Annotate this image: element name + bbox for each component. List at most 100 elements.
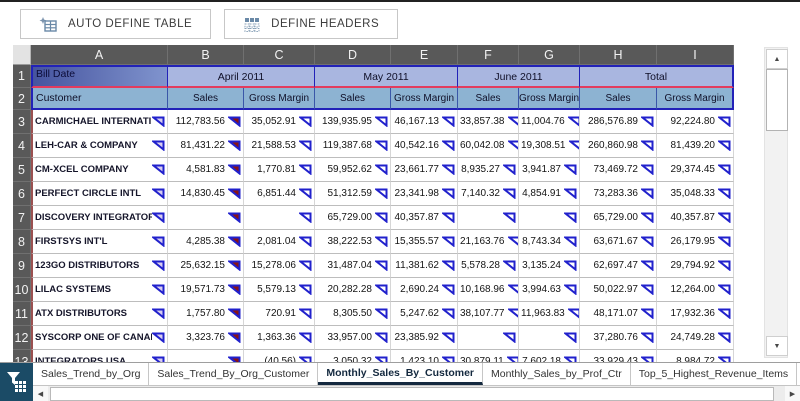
vertical-scrollbar[interactable]: ▲ ▼ [764, 47, 788, 358]
value-cell[interactable]: 31,487.04 [315, 254, 391, 278]
value-cell[interactable]: 33,857.38 [458, 110, 519, 134]
header-group-may-2011[interactable]: May 2011 [315, 65, 458, 88]
value-cell[interactable]: (40.56) [244, 350, 315, 362]
select-all-corner[interactable] [13, 45, 31, 65]
header-cell-gross-margin[interactable]: Gross Margin [519, 88, 580, 110]
value-cell[interactable]: 23,341.98 [391, 182, 458, 206]
value-cell[interactable]: 14,830.45 [168, 182, 244, 206]
value-cell[interactable] [168, 206, 244, 230]
header-cell-sales[interactable]: Sales [168, 88, 244, 110]
value-cell[interactable]: 29,374.45 [657, 158, 734, 182]
row-header-9[interactable]: 9 [13, 254, 31, 278]
filter-table-button[interactable] [0, 363, 33, 401]
scroll-left-button[interactable]: ◀ [33, 386, 48, 401]
value-cell[interactable]: 260,860.98 [580, 134, 657, 158]
value-cell[interactable]: 720.91 [244, 302, 315, 326]
value-cell[interactable]: 3,135.24 [519, 254, 580, 278]
value-cell[interactable]: 65,729.00 [580, 206, 657, 230]
value-cell[interactable]: 46,167.13 [391, 110, 458, 134]
customer-cell[interactable]: FIRSTSYS INT'L [31, 230, 168, 254]
row-header-5[interactable]: 5 [13, 158, 31, 182]
row-header-8[interactable]: 8 [13, 230, 31, 254]
value-cell[interactable]: 33,929.43 [580, 350, 657, 362]
value-cell[interactable]: 59,952.62 [315, 158, 391, 182]
value-cell[interactable]: 37,280.76 [580, 326, 657, 350]
define-headers-button[interactable]: DEFINE HEADERS [224, 8, 399, 39]
header-cell-sales[interactable]: Sales [580, 88, 657, 110]
value-cell[interactable]: 81,439.20 [657, 134, 734, 158]
value-cell[interactable]: 3,323.76 [168, 326, 244, 350]
customer-cell[interactable]: PERFECT CIRCLE INTL [31, 182, 168, 206]
row-header-7[interactable]: 7 [13, 206, 31, 230]
value-cell[interactable]: 73,469.72 [580, 158, 657, 182]
customer-cell[interactable]: INTEGRATORS USA [31, 350, 168, 362]
value-cell[interactable]: 5,247.62 [391, 302, 458, 326]
column-header-h[interactable]: H [580, 45, 657, 65]
value-cell[interactable]: 19,571.73 [168, 278, 244, 302]
header-cell-gross-margin[interactable]: Gross Margin [391, 88, 458, 110]
customer-cell[interactable]: LEH-CAR & COMPANY [31, 134, 168, 158]
value-cell[interactable]: 19,308.51 [519, 134, 580, 158]
column-header-c[interactable]: C [244, 45, 315, 65]
value-cell[interactable]: 15,278.06 [244, 254, 315, 278]
value-cell[interactable]: 23,661.77 [391, 158, 458, 182]
value-cell[interactable]: 21,163.76 [458, 230, 519, 254]
value-cell[interactable] [458, 206, 519, 230]
value-cell[interactable]: 1,423.10 [391, 350, 458, 362]
header-cell-gross-margin[interactable]: Gross Margin [244, 88, 315, 110]
row-header-4[interactable]: 4 [13, 134, 31, 158]
value-cell[interactable]: 40,357.87 [657, 206, 734, 230]
column-header-i[interactable]: I [657, 45, 734, 65]
value-cell[interactable]: 29,794.92 [657, 254, 734, 278]
header-cell-bill-date[interactable]: Bill Date [31, 65, 168, 88]
header-cell-gross-margin[interactable]: Gross Margin [657, 88, 734, 110]
value-cell[interactable]: 11,963.83 [519, 302, 580, 326]
value-cell[interactable]: 20,282.28 [315, 278, 391, 302]
customer-cell[interactable]: CARMICHAEL INTERNATI… [31, 110, 168, 134]
value-cell[interactable]: 3,994.63 [519, 278, 580, 302]
sheet-tab-monthly_sales_by_prof_ctr[interactable]: Monthly_Sales_by_Prof_Ctr [483, 363, 631, 385]
scroll-right-button[interactable]: ▶ [785, 386, 800, 401]
column-header-e[interactable]: E [391, 45, 458, 65]
value-cell[interactable]: 48,171.07 [580, 302, 657, 326]
value-cell[interactable]: 30,879.11 [458, 350, 519, 362]
column-header-a[interactable]: A [31, 45, 168, 65]
scroll-up-button[interactable]: ▲ [766, 49, 788, 69]
value-cell[interactable]: 1,757.80 [168, 302, 244, 326]
value-cell[interactable]: 8,935.27 [458, 158, 519, 182]
value-cell[interactable]: 35,048.33 [657, 182, 734, 206]
value-cell[interactable]: 112,783.56 [168, 110, 244, 134]
vertical-scroll-thumb[interactable] [766, 69, 788, 131]
customer-cell[interactable]: LILAC SYSTEMS [31, 278, 168, 302]
value-cell[interactable]: 4,581.83 [168, 158, 244, 182]
customer-cell[interactable]: SYSCORP ONE OF CANADA [31, 326, 168, 350]
row-header-12[interactable]: 12 [13, 326, 31, 350]
value-cell[interactable]: 23,385.92 [391, 326, 458, 350]
value-cell[interactable] [244, 206, 315, 230]
value-cell[interactable]: 5,578.28 [458, 254, 519, 278]
value-cell[interactable]: 1,770.81 [244, 158, 315, 182]
value-cell[interactable]: 38,222.53 [315, 230, 391, 254]
column-header-g[interactable]: G [519, 45, 580, 65]
value-cell[interactable]: 21,588.53 [244, 134, 315, 158]
row-header-13[interactable]: 13 [13, 350, 31, 362]
value-cell[interactable]: 35,052.91 [244, 110, 315, 134]
value-cell[interactable]: 11,381.62 [391, 254, 458, 278]
value-cell[interactable]: 15,355.57 [391, 230, 458, 254]
value-cell[interactable]: 38,107.77 [458, 302, 519, 326]
value-cell[interactable]: 1,363.36 [244, 326, 315, 350]
value-cell[interactable]: 10,168.96 [458, 278, 519, 302]
sheet-tab-top_5_highest_revenue_items[interactable]: Top_5_Highest_Revenue_Items [631, 363, 798, 385]
column-header-b[interactable]: B [168, 45, 244, 65]
column-header-f[interactable]: F [458, 45, 519, 65]
customer-cell[interactable]: 123GO DISTRIBUTORS [31, 254, 168, 278]
header-cell-customer[interactable]: Customer [31, 88, 168, 110]
row-header-1[interactable]: 1 [13, 65, 31, 88]
value-cell[interactable]: 65,729.00 [315, 206, 391, 230]
customer-cell[interactable]: DISCOVERY INTEGRATORS [31, 206, 168, 230]
column-header-d[interactable]: D [315, 45, 391, 65]
row-header-6[interactable]: 6 [13, 182, 31, 206]
auto-define-table-button[interactable]: AUTO DEFINE TABLE [20, 8, 212, 39]
scroll-down-button[interactable]: ▼ [766, 336, 788, 356]
value-cell[interactable]: 286,576.89 [580, 110, 657, 134]
